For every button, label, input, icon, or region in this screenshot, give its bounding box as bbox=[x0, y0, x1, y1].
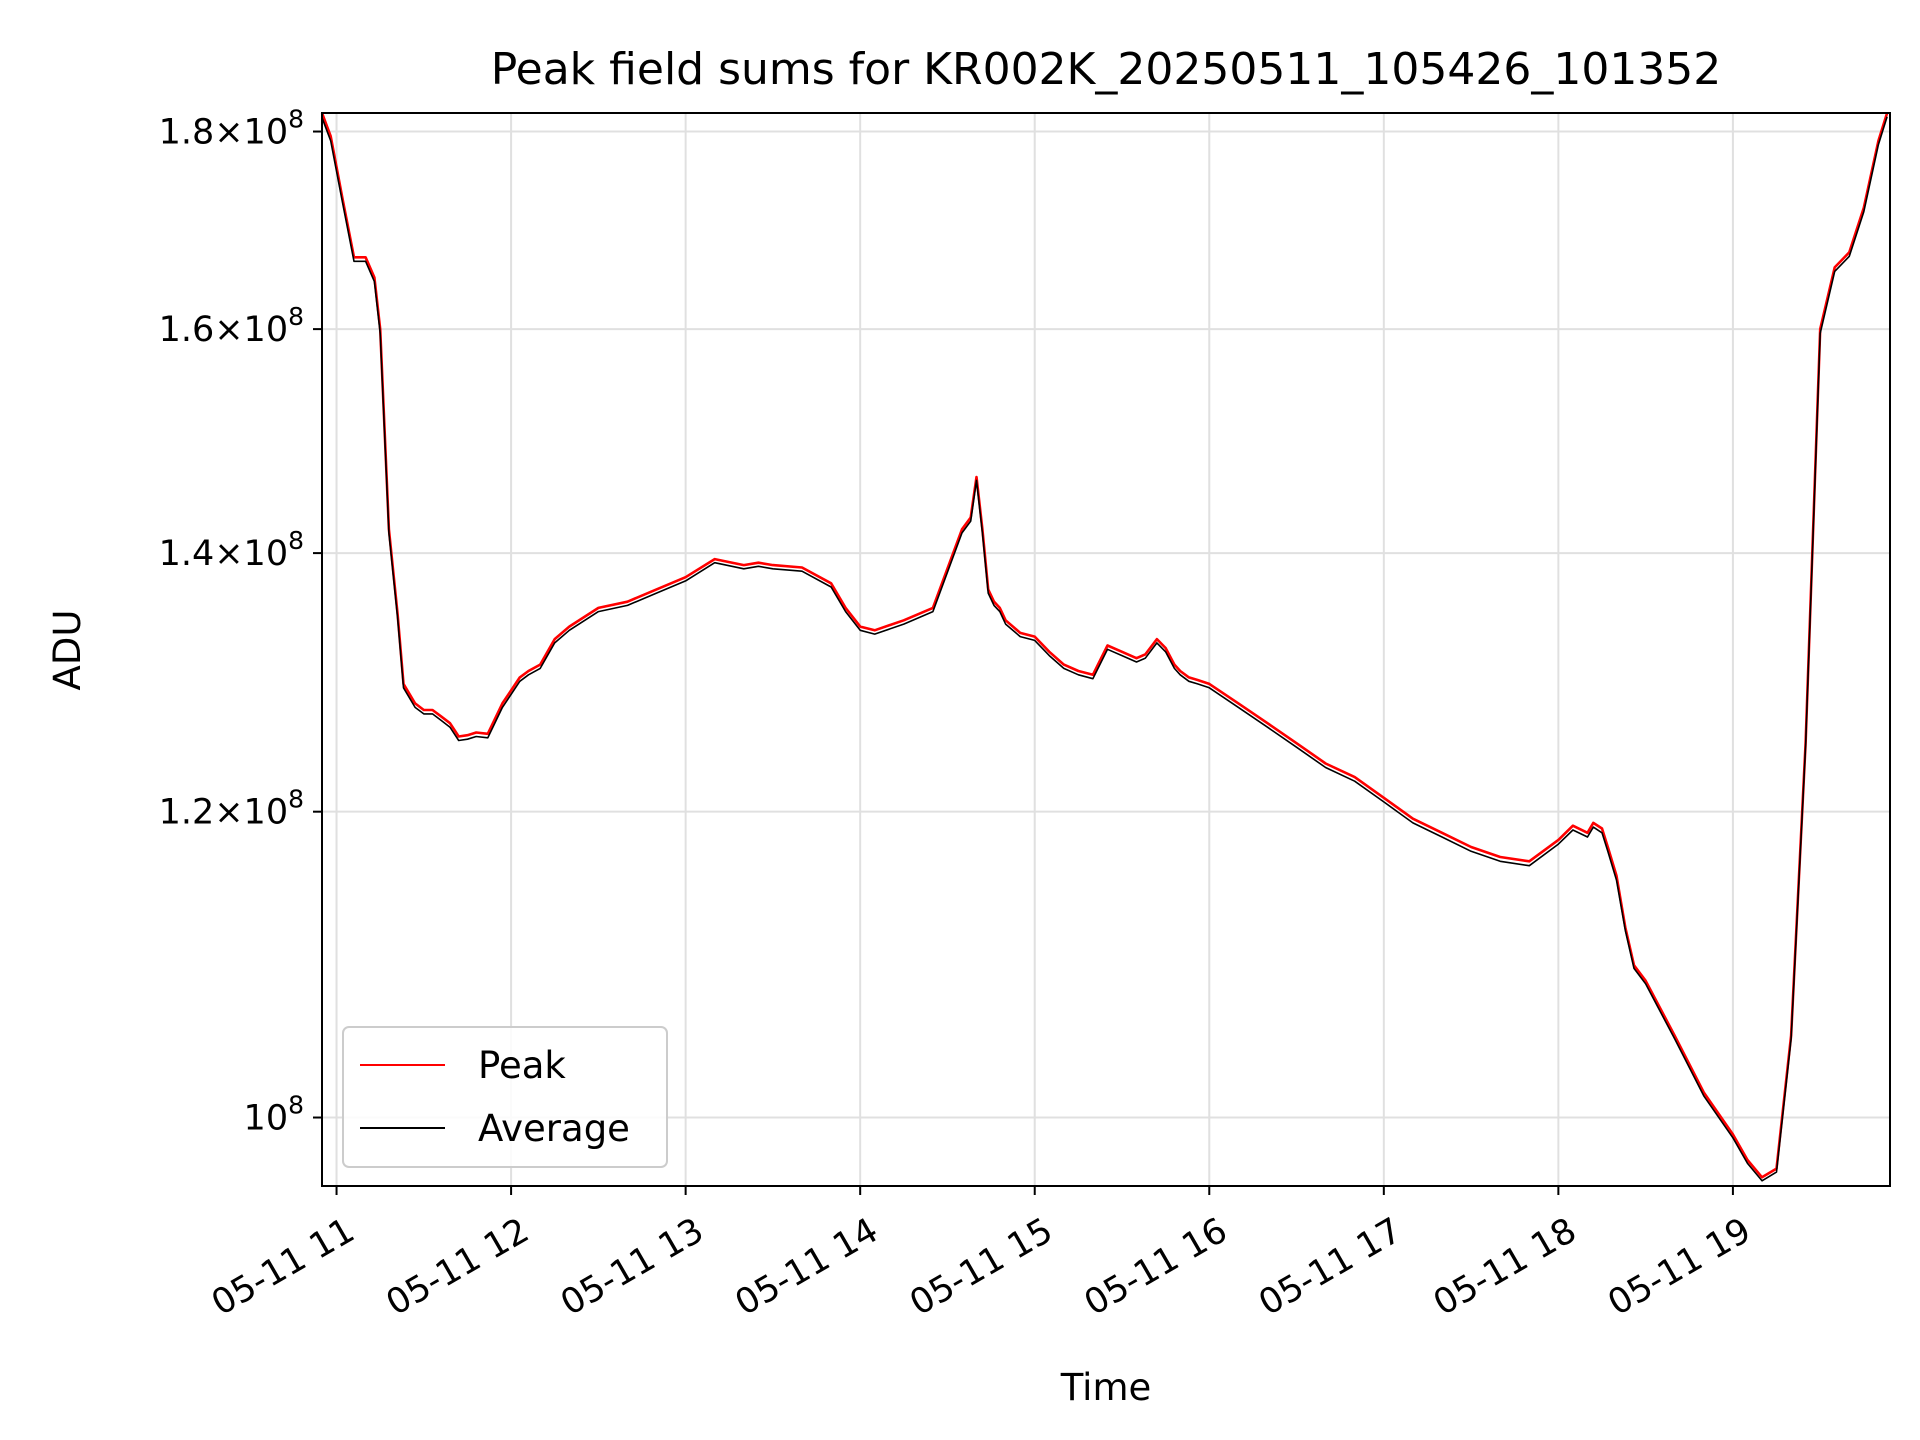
legend-label: Average bbox=[478, 1107, 630, 1150]
legend-label: Peak bbox=[478, 1044, 566, 1087]
y-axis-label: ADU bbox=[46, 610, 89, 691]
plot-frame bbox=[321, 112, 1891, 1187]
chart-title: Peak field sums for KR002K_20250511_1054… bbox=[491, 44, 1722, 95]
grid-lines bbox=[322, 113, 1890, 1186]
legend-box bbox=[342, 1026, 668, 1168]
series-layer bbox=[320, 112, 1889, 1182]
y-axis: 108 1.2×108 1.4×108 1.6×108 1.8×108 bbox=[159, 105, 322, 1139]
y-tick-label: 1.6×108 bbox=[159, 302, 304, 350]
series-line-average bbox=[321, 116, 1888, 1182]
legend: Peak Average bbox=[342, 1026, 668, 1168]
y-tick-label: 1.8×108 bbox=[159, 105, 304, 153]
y-tick-label: 108 bbox=[244, 1091, 304, 1139]
y-tick-label: 1.4×108 bbox=[159, 526, 304, 574]
x-axis-label: Time bbox=[1060, 1366, 1152, 1409]
y-tick-label: 1.2×108 bbox=[159, 785, 304, 833]
